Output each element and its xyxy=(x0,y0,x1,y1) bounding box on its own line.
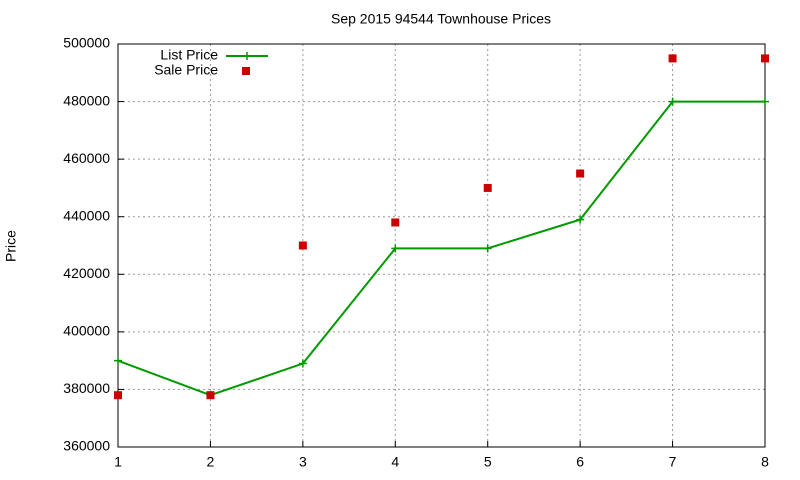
x-tick-label: 5 xyxy=(484,454,492,470)
point-marker xyxy=(391,218,400,227)
x-tick-label: 2 xyxy=(207,454,215,470)
point-marker xyxy=(206,391,215,400)
point-marker xyxy=(298,241,307,250)
x-tick-label: 3 xyxy=(299,454,307,470)
point-marker xyxy=(576,215,585,224)
point-marker xyxy=(761,54,769,63)
legend-label: List Price xyxy=(160,47,218,63)
y-tick-label: 380000 xyxy=(63,380,110,396)
x-tick-label: 1 xyxy=(114,454,122,470)
x-tick-label: 6 xyxy=(576,454,584,470)
y-tick-label: 420000 xyxy=(63,265,110,281)
x-tick-label: 8 xyxy=(761,454,769,470)
series-line xyxy=(117,100,765,397)
y-tick-label: 460000 xyxy=(63,150,110,166)
y-tick-label: 360000 xyxy=(63,438,110,454)
y-tick-label: 440000 xyxy=(63,207,110,223)
point-marker xyxy=(483,244,492,253)
x-tick-label: 4 xyxy=(391,454,399,470)
point-marker xyxy=(298,359,307,368)
legend-swatch xyxy=(242,67,250,75)
y-tick-label: 400000 xyxy=(63,323,110,339)
legend-swatch xyxy=(243,52,251,60)
point-marker xyxy=(668,54,677,63)
x-tick-label: 7 xyxy=(669,454,677,470)
y-tick-label: 480000 xyxy=(63,92,110,108)
point-marker xyxy=(761,97,769,106)
point-marker xyxy=(114,391,122,400)
point-marker xyxy=(391,244,400,253)
point-marker xyxy=(114,356,122,365)
chart-title: Sep 2015 94544 Townhouse Prices xyxy=(331,11,551,27)
point-marker xyxy=(576,169,585,178)
plot-border xyxy=(117,43,766,448)
y-axis-label: Price xyxy=(3,230,19,262)
legend-label: Sale Price xyxy=(154,62,218,78)
point-marker xyxy=(668,97,677,106)
point-marker xyxy=(483,183,492,192)
y-tick-label: 500000 xyxy=(63,35,110,51)
